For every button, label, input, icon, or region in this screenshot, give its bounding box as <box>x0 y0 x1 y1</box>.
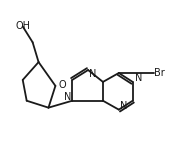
Text: N: N <box>135 73 142 83</box>
Text: Br: Br <box>154 68 165 78</box>
Text: N: N <box>89 69 96 79</box>
Text: O: O <box>58 80 66 90</box>
Text: N: N <box>120 101 127 111</box>
Text: OH: OH <box>15 21 30 31</box>
Text: N: N <box>64 92 71 102</box>
